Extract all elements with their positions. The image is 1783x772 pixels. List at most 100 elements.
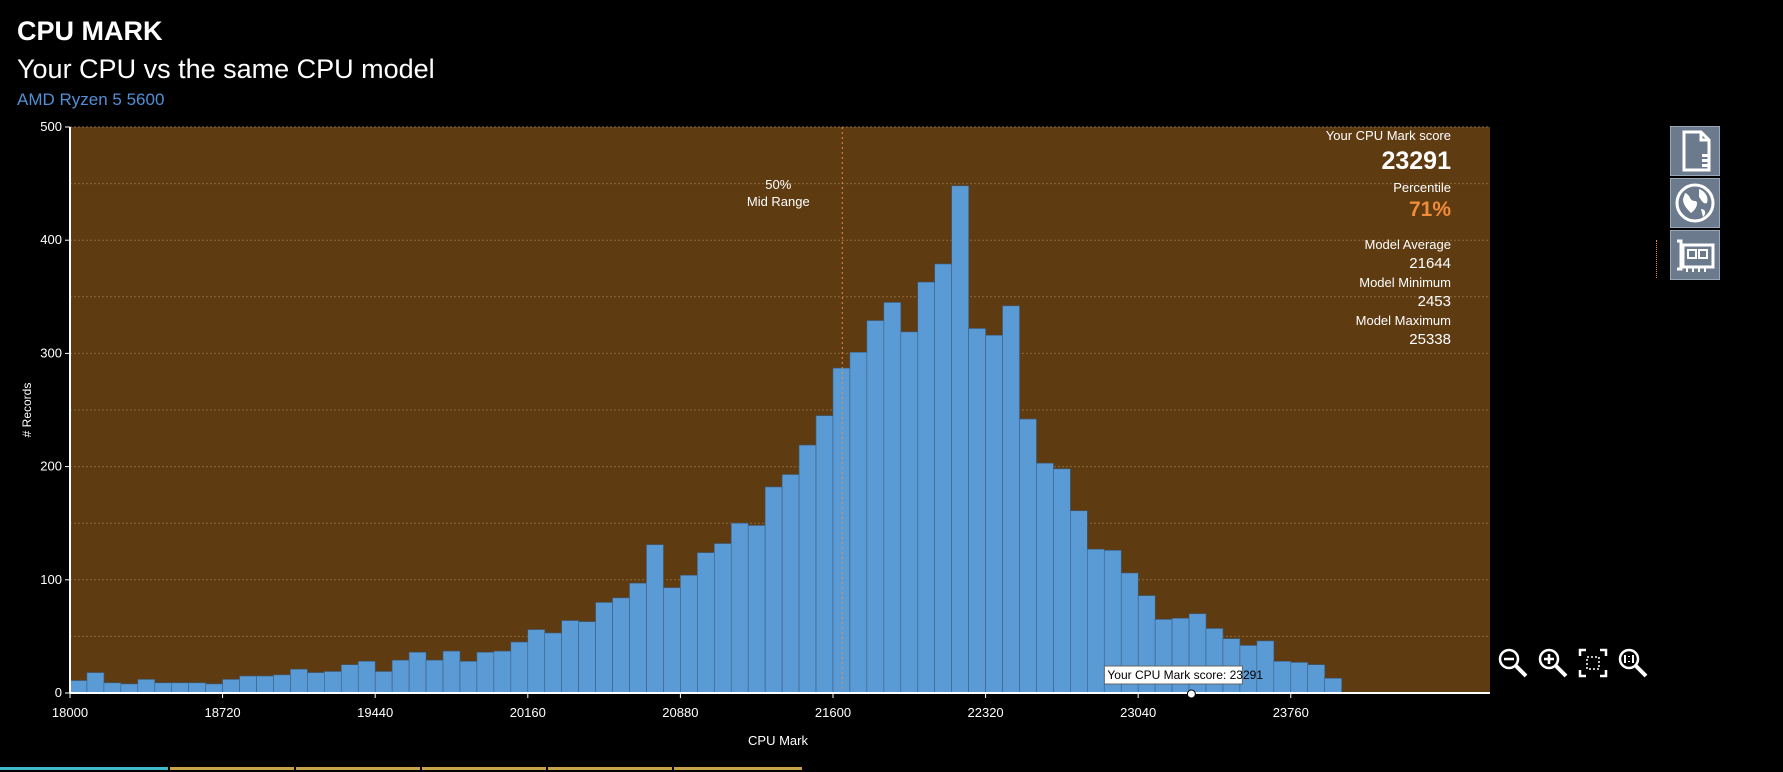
y-tick-label: 300 bbox=[40, 345, 62, 360]
histogram-bar bbox=[934, 263, 952, 694]
y-tick-label: 400 bbox=[40, 232, 62, 247]
cpu-model-link[interactable]: AMD Ryzen 5 5600 bbox=[17, 90, 165, 109]
percentile-label: Percentile bbox=[1393, 180, 1451, 195]
x-tick-labels: 18000 18720 19440 20160 20880 21600 22320 23040… bbox=[52, 693, 1309, 720]
axes bbox=[69, 127, 1490, 694]
histogram-bar bbox=[340, 664, 359, 694]
histogram-bar bbox=[222, 679, 240, 694]
histogram-bar bbox=[815, 415, 834, 694]
histogram-bar bbox=[510, 641, 529, 694]
histogram-bar bbox=[697, 552, 715, 694]
x-tick-label: 18000 bbox=[52, 705, 88, 720]
histogram-bar bbox=[1002, 305, 1020, 694]
histogram-bar bbox=[1087, 548, 1105, 694]
histogram-bar bbox=[849, 351, 868, 694]
x-tick-label: 20880 bbox=[662, 705, 698, 720]
mid-range-percent: 50% bbox=[765, 177, 791, 192]
histogram-bar bbox=[629, 582, 647, 694]
histogram-bar bbox=[951, 185, 969, 694]
histogram-bar bbox=[832, 367, 851, 694]
histogram-bar bbox=[357, 661, 376, 694]
histogram-bar bbox=[459, 661, 478, 694]
model-average-value: 21644 bbox=[1409, 255, 1451, 272]
x-tick-label: 20160 bbox=[510, 705, 546, 720]
histogram-bar bbox=[1019, 418, 1037, 694]
histogram-bar bbox=[137, 679, 156, 694]
model-minimum-label: Model Minimum bbox=[1359, 275, 1451, 290]
histogram-bar bbox=[273, 674, 291, 694]
histogram-bar bbox=[493, 650, 512, 694]
zoom-in-icon[interactable] bbox=[1536, 646, 1570, 680]
histogram-bar bbox=[256, 675, 274, 694]
histogram-bar bbox=[781, 474, 800, 694]
histogram-bar bbox=[561, 620, 579, 694]
histogram-bar bbox=[595, 602, 613, 694]
histogram-bar bbox=[86, 672, 105, 694]
histogram-bar bbox=[1053, 468, 1071, 694]
histogram-bar bbox=[239, 675, 257, 694]
x-tick-label: 23760 bbox=[1273, 705, 1309, 720]
histogram-bar bbox=[120, 683, 139, 694]
histogram-bar bbox=[612, 597, 630, 694]
histogram-bar bbox=[154, 682, 173, 694]
x-tick-label: 22320 bbox=[968, 705, 1004, 720]
tab-strip bbox=[0, 767, 805, 772]
histogram-bar bbox=[527, 629, 546, 694]
chart-title: CPU MARK bbox=[17, 16, 163, 46]
histogram-chart: 50% Mid Range 18000 18720 19440 20160 20880 2… bbox=[20, 120, 1490, 748]
histogram-bar bbox=[1307, 664, 1325, 694]
score-value: 23291 bbox=[1381, 147, 1451, 175]
histogram-bar bbox=[103, 682, 122, 694]
histogram-bar bbox=[985, 334, 1003, 694]
x-tick-label: 23040 bbox=[1120, 705, 1156, 720]
histogram-bar bbox=[1256, 640, 1275, 694]
histogram-bar bbox=[1273, 661, 1292, 694]
document-icon[interactable] bbox=[1670, 126, 1720, 176]
zoom-reset-icon[interactable] bbox=[1616, 646, 1650, 680]
zoom-out-icon[interactable] bbox=[1496, 646, 1530, 680]
histogram-bar bbox=[374, 671, 393, 694]
histogram-bar bbox=[680, 574, 698, 694]
histogram-bar bbox=[578, 621, 596, 694]
histogram-bar bbox=[1070, 510, 1088, 694]
histogram-bar bbox=[968, 328, 986, 694]
histogram-bar bbox=[917, 281, 936, 694]
histogram-bar bbox=[69, 680, 88, 694]
x-tick-label: 21600 bbox=[815, 705, 851, 720]
histogram-bar bbox=[324, 671, 342, 694]
y-tick-label: 500 bbox=[40, 120, 62, 134]
histogram-bar bbox=[866, 320, 885, 694]
fit-view-icon[interactable] bbox=[1576, 646, 1610, 680]
histogram-bar bbox=[544, 632, 563, 694]
histogram-bar bbox=[900, 331, 919, 694]
histogram-bar bbox=[1036, 462, 1054, 694]
histogram-bar bbox=[476, 651, 495, 694]
x-axis-label: CPU Mark bbox=[748, 733, 808, 748]
histogram-bar bbox=[730, 522, 749, 694]
grid-lines bbox=[70, 126, 1490, 637]
histogram-bar bbox=[663, 587, 681, 694]
mid-range-label: Mid Range bbox=[747, 194, 810, 209]
score-marker[interactable] bbox=[1186, 689, 1196, 699]
model-average-label: Model Average bbox=[1364, 237, 1452, 252]
histogram-bar bbox=[307, 672, 325, 694]
histogram-bar bbox=[290, 668, 308, 694]
histogram-bar bbox=[171, 682, 189, 694]
histogram-bar bbox=[205, 683, 223, 694]
x-tick-label: 18720 bbox=[205, 705, 241, 720]
histogram-bar bbox=[188, 682, 206, 694]
model-maximum-value: 25338 bbox=[1409, 331, 1451, 348]
histogram-bar bbox=[747, 525, 766, 694]
chart-subtitle: Your CPU vs the same CPU model bbox=[17, 54, 435, 84]
y-tick-label: 100 bbox=[40, 572, 62, 587]
histogram-bar bbox=[425, 659, 444, 694]
hardware-card-icon[interactable] bbox=[1670, 230, 1720, 280]
score-tooltip-text: Your CPU Mark score: 23291 bbox=[1107, 668, 1263, 682]
histogram-bar bbox=[764, 486, 783, 694]
model-minimum-value: 2453 bbox=[1417, 293, 1451, 310]
y-axis-label: # Records bbox=[20, 383, 34, 438]
model-maximum-label: Model Maximum bbox=[1355, 313, 1451, 328]
average-marker bbox=[1656, 240, 1657, 278]
histogram-bar bbox=[391, 659, 410, 694]
globe-icon[interactable] bbox=[1670, 178, 1720, 228]
